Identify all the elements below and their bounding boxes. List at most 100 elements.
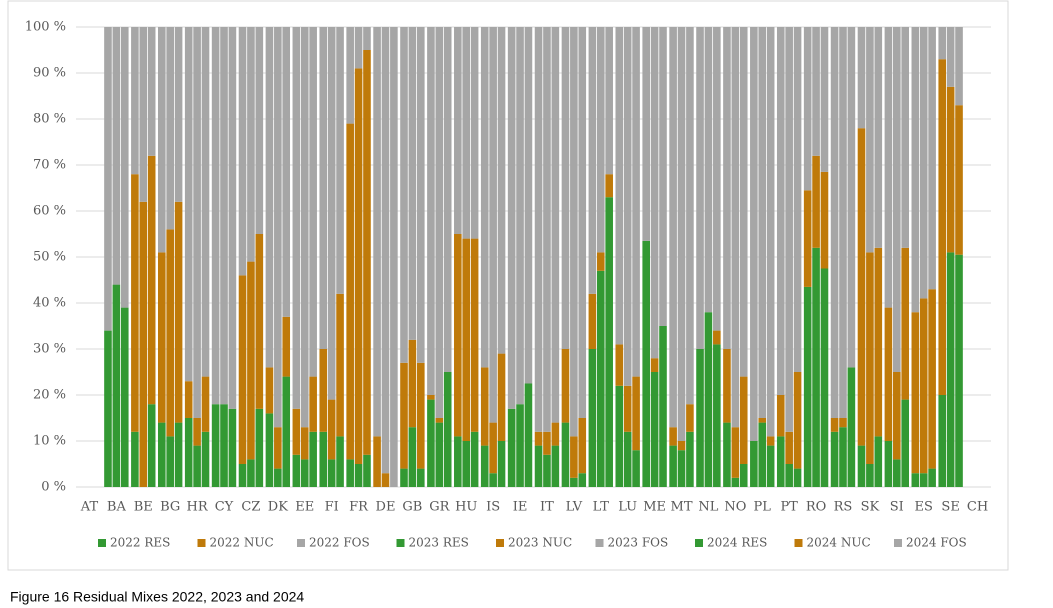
bar-segment: [292, 27, 301, 409]
bar-segment: [220, 27, 228, 405]
x-tick-label: RS: [834, 500, 853, 515]
x-tick-label: SE: [941, 500, 959, 515]
bar-segment: [400, 468, 408, 487]
bar-segment: [470, 238, 479, 432]
legend-swatch: [496, 539, 504, 547]
bar-segment: [354, 68, 363, 465]
bar-segment: [497, 353, 506, 441]
bar-segment: [750, 441, 758, 487]
bar-segment: [623, 431, 632, 487]
bar-segment: [928, 468, 936, 487]
legend-swatch: [297, 539, 305, 547]
x-tick-label: FI: [325, 500, 339, 515]
bar-segment: [247, 27, 255, 262]
bar-segment: [507, 27, 516, 409]
bar-segment: [919, 298, 928, 474]
bar-segment: [354, 464, 363, 487]
bar-segment: [363, 50, 371, 455]
bar-segment: [274, 27, 282, 428]
bar-segment: [551, 27, 560, 423]
bar-segment: [874, 27, 883, 248]
bar-segment: [516, 404, 524, 487]
bar-segment: [435, 422, 444, 487]
bar-segment: [480, 367, 489, 446]
legend-label: 2024 FOS: [906, 536, 967, 550]
bar-segment: [570, 27, 578, 437]
bar-segment: [193, 418, 201, 446]
bar-segment: [713, 330, 721, 345]
bar-segment: [803, 27, 812, 191]
bar-segment: [346, 123, 354, 460]
bar-segment: [605, 174, 613, 198]
bar-segment: [570, 436, 578, 478]
x-tick-label: NO: [724, 500, 746, 515]
bar-segment: [919, 473, 928, 487]
bar-segment: [776, 436, 785, 487]
x-tick-label: CH: [967, 500, 988, 515]
bar-segment: [615, 385, 624, 487]
bar-segment: [211, 27, 220, 405]
bar-segment: [686, 431, 694, 487]
bar-segment: [327, 459, 336, 487]
bar-segment: [739, 27, 748, 377]
x-tick-label: DK: [268, 500, 288, 515]
bar-segment: [131, 431, 139, 487]
bar-segment: [866, 27, 874, 253]
bar-segment: [147, 155, 156, 405]
bar-segment: [677, 27, 686, 441]
bar-segment: [336, 436, 344, 487]
y-tick-label: 80 %: [33, 112, 66, 127]
bar-segment: [454, 27, 462, 234]
bar-segment: [470, 27, 479, 239]
bar-segment: [454, 234, 462, 437]
bar-segment: [893, 27, 901, 372]
legend-swatch: [894, 539, 902, 547]
bar-segment: [570, 477, 578, 487]
legend-swatch: [197, 539, 206, 547]
bar-segment: [131, 174, 139, 432]
y-tick-label: 50 %: [33, 250, 66, 265]
bar-segment: [884, 441, 893, 487]
bar-segment: [938, 27, 947, 60]
x-tick-label: LT: [593, 500, 610, 515]
bar-segment: [480, 27, 489, 368]
legend-swatch: [98, 539, 106, 547]
bar-segment: [946, 86, 955, 253]
bar-segment: [327, 27, 336, 400]
bar-segment: [686, 27, 694, 405]
legend-label: 2022 RES: [110, 536, 170, 550]
bar-segment: [847, 367, 856, 487]
bar-segment: [373, 436, 381, 487]
bar-segment: [309, 27, 317, 377]
bar-segment: [596, 27, 605, 253]
x-tick-label: DE: [376, 500, 396, 515]
bar-segment: [830, 27, 839, 418]
bar-segment: [211, 404, 220, 487]
x-tick-label: PL: [754, 500, 772, 515]
bar-segment: [120, 27, 129, 308]
x-tick-label: CZ: [241, 500, 260, 515]
bar-segment: [803, 286, 812, 487]
bar-segment: [201, 27, 210, 377]
bar-segment: [605, 27, 613, 175]
bar-segment: [803, 190, 812, 287]
x-tick-label: ME: [643, 500, 666, 515]
bar-segment: [623, 385, 632, 432]
bar-segment: [120, 307, 129, 487]
bar-segment: [184, 27, 193, 382]
bar-segment: [642, 240, 651, 487]
bar-segment: [739, 376, 748, 464]
bar-segment: [247, 459, 255, 487]
bar-segment: [776, 395, 785, 437]
bar-segment: [758, 422, 767, 487]
bar-segment: [884, 27, 893, 308]
bar-segment: [282, 376, 291, 487]
bar-segment: [534, 27, 543, 432]
bar-segment: [820, 171, 829, 269]
bar-segment: [416, 468, 425, 487]
bar-segment: [928, 289, 936, 469]
legend-swatch: [695, 539, 703, 547]
bar-segment: [812, 27, 820, 156]
bar-segment: [319, 349, 328, 432]
